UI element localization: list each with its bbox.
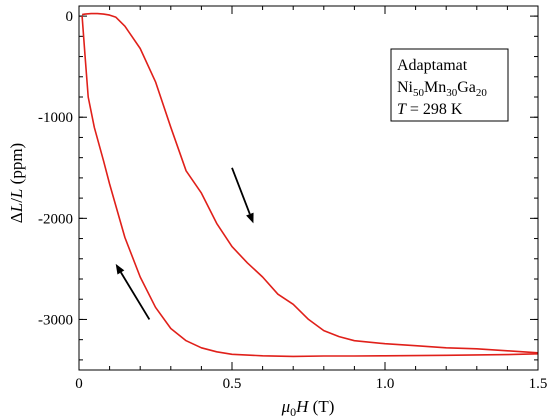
x-tick-label: 1.5	[529, 376, 548, 392]
x-tick-label: 0.5	[223, 376, 242, 392]
x-tick-label: 1.0	[376, 376, 395, 392]
direction-arrow-1	[231, 167, 254, 224]
series-group	[81, 12, 539, 358]
series-line-1	[81, 12, 539, 354]
legend-line-3: T = 298 K	[397, 101, 463, 118]
x-axis-label: μ0H (T)	[281, 397, 335, 419]
legend-frame	[390, 48, 509, 122]
legend-line-1: Adaptamat	[397, 57, 468, 74]
x-tick-labels: 0 0.5 1.0 1.5	[75, 376, 547, 392]
y-tick-label: -2000	[38, 211, 73, 227]
x-tick-label: 0	[75, 376, 83, 392]
series-line-2	[81, 16, 539, 358]
plot-frame	[78, 5, 539, 371]
y-tick-label: -3000	[38, 312, 73, 328]
legend-line-2: Ni50Mn30Ga20	[397, 79, 487, 99]
y-tick-label: 0	[66, 9, 74, 25]
y-axis-label: ΔL/L (ppm)	[7, 143, 26, 223]
y-tick-labels: 0 -1000 -2000 -3000	[38, 9, 73, 328]
arrow-group	[115, 167, 254, 320]
legend-box: Adaptamat Ni50Mn30Ga20 T = 298 K	[390, 48, 509, 122]
direction-arrow-2	[115, 263, 151, 320]
y-tick-label: -1000	[38, 110, 73, 126]
